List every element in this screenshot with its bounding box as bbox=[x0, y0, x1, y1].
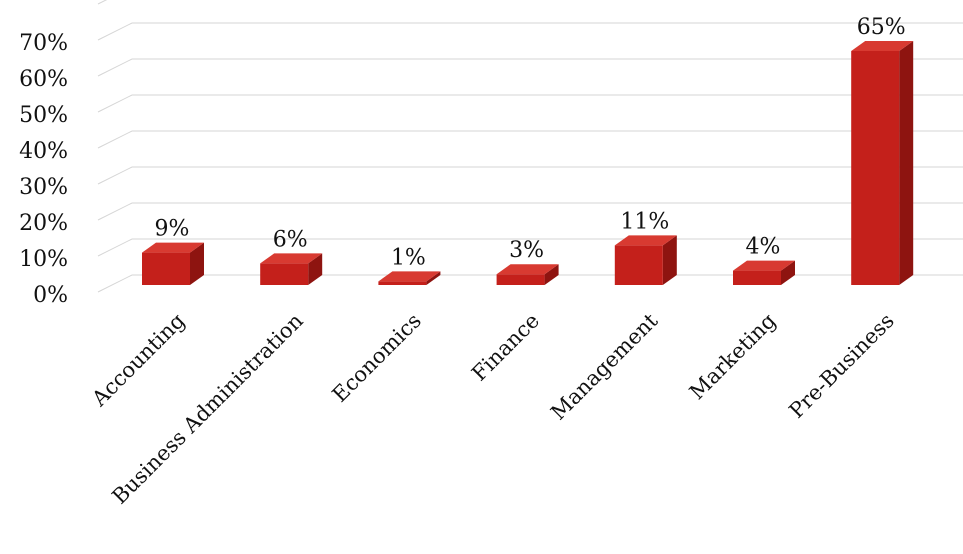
data-label: 3% bbox=[509, 238, 544, 263]
gridline bbox=[97, 130, 963, 149]
bar-top bbox=[733, 260, 795, 271]
gridline bbox=[97, 238, 963, 257]
y-tick-label: 30% bbox=[19, 175, 68, 200]
y-tick-label: 40% bbox=[19, 139, 68, 164]
category-label: Accounting bbox=[87, 309, 190, 412]
bar-side bbox=[662, 235, 677, 285]
bar-top bbox=[260, 253, 323, 264]
category-label: Management bbox=[546, 308, 663, 425]
bar-top bbox=[614, 235, 677, 246]
y-tick-label: 60% bbox=[19, 67, 68, 92]
y-axis-ticks: 0% 10% 20% 30% 40% 50% 60% 70% bbox=[19, 31, 68, 308]
bar bbox=[614, 245, 663, 285]
gridlines bbox=[97, 0, 963, 293]
data-label: 1% bbox=[391, 245, 426, 270]
bar-top bbox=[378, 271, 441, 282]
bar bbox=[260, 263, 309, 285]
gridline bbox=[97, 94, 963, 113]
gridline bbox=[97, 22, 963, 41]
y-tick-label: 50% bbox=[19, 103, 68, 128]
bar-top bbox=[851, 41, 914, 51]
gridline bbox=[97, 202, 963, 221]
data-label: 9% bbox=[155, 217, 190, 242]
data-label: 11% bbox=[620, 209, 669, 234]
data-label: 65% bbox=[857, 15, 906, 40]
bar bbox=[378, 281, 427, 285]
bar bbox=[142, 252, 190, 285]
gridline bbox=[97, 58, 963, 77]
bar-side bbox=[899, 41, 914, 285]
category-label: Economics bbox=[328, 309, 426, 407]
gridline bbox=[97, 274, 963, 293]
bar-side bbox=[781, 260, 795, 285]
data-label: 6% bbox=[273, 227, 308, 252]
gridline bbox=[97, 166, 963, 185]
bar-side bbox=[308, 253, 323, 285]
category-label: Pre-Business bbox=[784, 309, 898, 423]
y-tick-label: 0% bbox=[33, 283, 68, 308]
bars bbox=[142, 41, 914, 285]
y-tick-label: 70% bbox=[19, 31, 68, 56]
bar-top bbox=[142, 242, 204, 253]
y-tick-label: 10% bbox=[19, 247, 68, 272]
bar-side bbox=[190, 242, 204, 285]
category-label: Marketing bbox=[685, 309, 781, 405]
bar-side bbox=[544, 264, 559, 285]
bar-side bbox=[426, 271, 441, 285]
data-labels: 9% 6% 1% 3% 11% 4% 65% bbox=[155, 15, 906, 270]
gridline bbox=[97, 0, 108, 5]
bar bbox=[851, 51, 900, 285]
bar bbox=[496, 274, 545, 285]
bar-top bbox=[496, 264, 559, 275]
category-label: Finance bbox=[467, 309, 544, 386]
bar bbox=[733, 270, 781, 285]
category-label: Business Administration bbox=[107, 309, 307, 509]
data-label: 4% bbox=[746, 235, 781, 260]
y-tick-label: 20% bbox=[19, 211, 68, 236]
